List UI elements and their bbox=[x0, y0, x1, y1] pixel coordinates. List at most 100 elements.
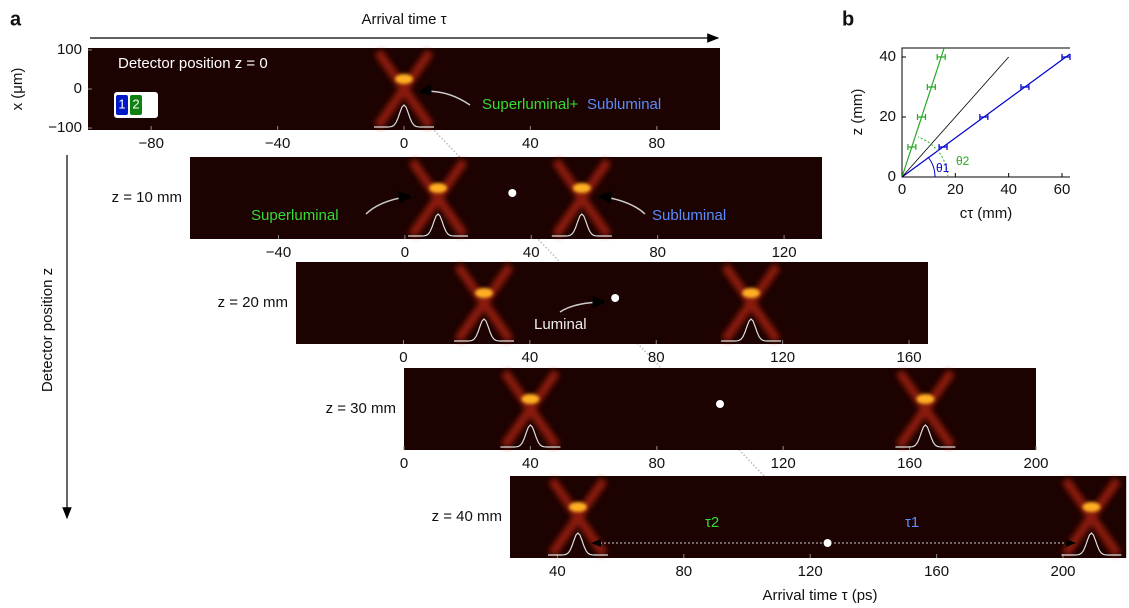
pulse-core bbox=[572, 183, 591, 193]
y-tick-label: 20 bbox=[879, 108, 896, 125]
y-axis-title: Detector position z bbox=[39, 268, 56, 392]
y-tick-label: 0 bbox=[74, 80, 82, 97]
x-tick-label: 0 bbox=[400, 135, 408, 152]
pulse-profile bbox=[721, 318, 782, 342]
x-tick-label: 80 bbox=[675, 563, 692, 580]
error-bar bbox=[916, 114, 927, 120]
y-tick-label: 40 bbox=[879, 48, 896, 65]
strip-label: z = 10 mm bbox=[112, 189, 182, 206]
pulse bbox=[721, 263, 782, 343]
x-tick-label: 80 bbox=[649, 244, 666, 261]
y-tick-label: 100 bbox=[57, 41, 82, 58]
panel-label: b bbox=[842, 8, 854, 30]
pulse-profile bbox=[374, 104, 434, 128]
pulse bbox=[895, 369, 956, 449]
pulse-core bbox=[916, 394, 935, 404]
panel-label: a bbox=[10, 8, 22, 30]
x-tick-label: 0 bbox=[400, 455, 408, 472]
point bbox=[979, 114, 989, 120]
note: Superluminal bbox=[251, 207, 339, 224]
strip-label: Detector position z = 0 bbox=[118, 55, 268, 72]
pulse-profile bbox=[547, 532, 608, 556]
x-tick-label: 40 bbox=[523, 244, 540, 261]
strip-image bbox=[190, 157, 822, 239]
x-tick-label: 0 bbox=[401, 244, 409, 261]
x-tick-label: 80 bbox=[648, 349, 665, 366]
strip-image bbox=[510, 476, 1127, 558]
pulse-x bbox=[895, 369, 956, 449]
error-bar bbox=[1020, 84, 1030, 90]
x-tick-label: 160 bbox=[924, 563, 949, 580]
error-bar bbox=[926, 84, 936, 90]
strip-image bbox=[296, 262, 928, 344]
strip-label: z = 30 mm bbox=[326, 400, 396, 417]
x-tick-label: 120 bbox=[798, 563, 823, 580]
luminal-dot bbox=[823, 539, 832, 547]
y-tick-label: −100 bbox=[48, 119, 82, 136]
point bbox=[926, 84, 936, 90]
note: τ1 bbox=[905, 514, 919, 531]
note: Luminal bbox=[534, 316, 587, 333]
point bbox=[916, 114, 927, 120]
x-tick-label: 200 bbox=[1050, 563, 1075, 580]
strip-label: z = 20 mm bbox=[218, 294, 288, 311]
pulse-core bbox=[1082, 502, 1101, 512]
note: τ2 bbox=[705, 514, 719, 531]
axes bbox=[901, 47, 1070, 178]
x-tick-label: 120 bbox=[771, 455, 796, 472]
error-bar bbox=[1061, 54, 1071, 60]
x-tick-label: 120 bbox=[772, 244, 797, 261]
x-tick-label: 40 bbox=[522, 455, 539, 472]
point bbox=[938, 144, 948, 150]
error-bar bbox=[979, 114, 989, 120]
x-tick-label: 0 bbox=[898, 181, 906, 198]
note: Subluminal bbox=[652, 207, 726, 224]
x-tick-label: 40 bbox=[522, 135, 539, 152]
pulse-x bbox=[454, 263, 514, 343]
x-axis-title: Arrival time τ (ps) bbox=[762, 587, 877, 604]
pulse-x bbox=[374, 49, 434, 129]
point bbox=[1061, 54, 1071, 60]
pulse-x bbox=[408, 158, 468, 238]
luminal-dot bbox=[611, 294, 620, 302]
pulse-profile bbox=[551, 213, 612, 237]
x-tick-label: 60 bbox=[1054, 181, 1071, 198]
x-tick-label: 20 bbox=[947, 181, 964, 198]
x-tick-label: −80 bbox=[138, 135, 163, 152]
angle-arc bbox=[917, 136, 949, 178]
error-bar bbox=[907, 144, 917, 150]
pulse-core bbox=[742, 288, 761, 298]
channel-label: 1 bbox=[118, 96, 125, 111]
pulse-core bbox=[475, 288, 494, 298]
channel-label: 2 bbox=[132, 96, 139, 111]
pulse-profile bbox=[408, 213, 469, 237]
fit-line bbox=[901, 47, 945, 178]
channel-swatch bbox=[130, 95, 142, 115]
point bbox=[1020, 84, 1030, 90]
pulse-x bbox=[721, 263, 781, 343]
luminal-line bbox=[901, 56, 1009, 178]
pulse-core bbox=[429, 183, 448, 193]
luminal-dot bbox=[716, 400, 724, 408]
pulse bbox=[408, 158, 469, 238]
pulse-core bbox=[568, 502, 587, 512]
pulse-x bbox=[552, 158, 612, 238]
pulse bbox=[551, 158, 612, 238]
angle-label: θ2 bbox=[956, 154, 970, 168]
x-tick-label: 40 bbox=[549, 563, 566, 580]
pulse-profile bbox=[500, 424, 561, 448]
pulse-x bbox=[500, 369, 561, 449]
x-axis-title: cτ (mm) bbox=[960, 205, 1013, 222]
note-arrow bbox=[559, 296, 608, 313]
x-tick-label: 120 bbox=[770, 349, 795, 366]
luminal-dot bbox=[508, 189, 517, 197]
strip-label: z = 40 mm bbox=[432, 508, 502, 525]
x-tick-label: 0 bbox=[399, 349, 407, 366]
x-tick-label: 200 bbox=[1023, 455, 1048, 472]
point bbox=[936, 54, 946, 60]
x-tick-label: −40 bbox=[265, 135, 290, 152]
pulse bbox=[454, 263, 515, 343]
pulse bbox=[500, 369, 561, 449]
pulse-profile bbox=[1061, 532, 1122, 556]
